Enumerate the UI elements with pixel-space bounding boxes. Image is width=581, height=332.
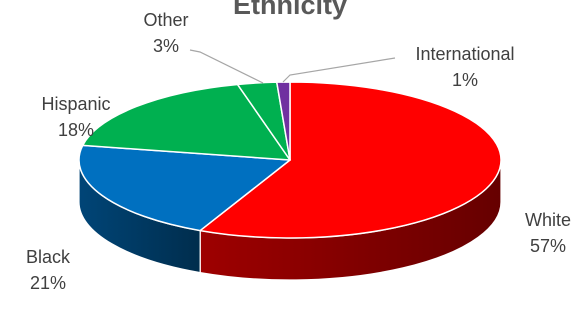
label-other-name: Other (143, 10, 188, 30)
label-white-name: White (525, 210, 571, 230)
pie-slice-black (78, 144, 291, 232)
leader-international (282, 57, 396, 83)
data-labels: White 57% Black 21% Hispanic 18% Other 3% Intern… (26, 10, 571, 293)
pie-slice-white (199, 81, 502, 239)
label-black-name: Black (26, 247, 71, 267)
chart-title: Ethnicity (233, 0, 347, 20)
leader-other (189, 49, 264, 84)
label-hispanic-value: 18% (58, 120, 94, 140)
label-international-value: 1% (452, 70, 478, 90)
pie-tops (78, 81, 502, 239)
pie-slice-hispanic (81, 83, 291, 161)
label-international-name: International (415, 44, 514, 64)
label-white-value: 57% (530, 236, 566, 256)
leader-lines (189, 49, 396, 84)
label-other-value: 3% (153, 36, 179, 56)
label-black-value: 21% (30, 273, 66, 293)
label-hispanic-name: Hispanic (41, 94, 110, 114)
